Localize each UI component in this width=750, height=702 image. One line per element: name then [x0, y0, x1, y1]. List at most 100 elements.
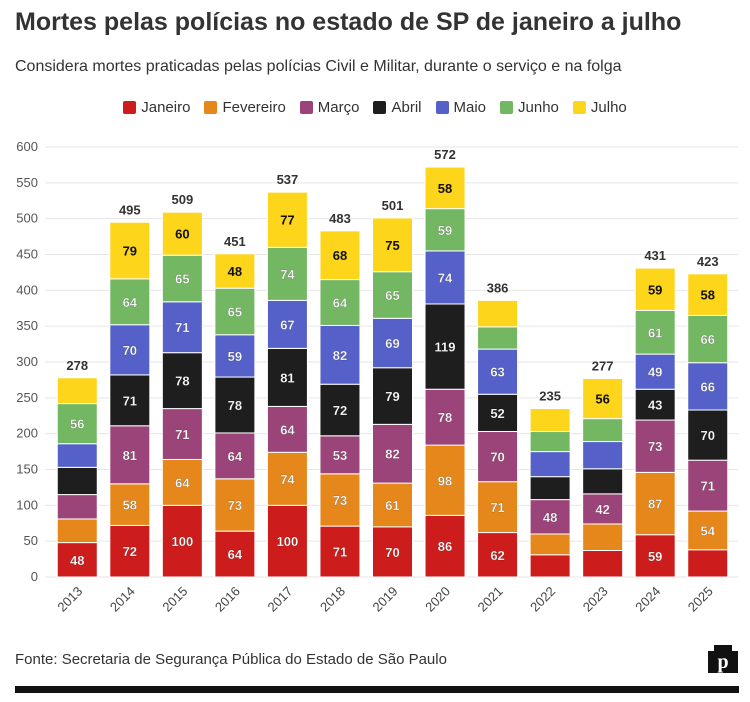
bar-segment	[319, 473, 361, 527]
segment-label: 73	[333, 493, 347, 508]
legend-swatch	[123, 101, 137, 114]
bar-segment	[109, 324, 151, 376]
legend-label: Junho	[518, 99, 559, 116]
y-tick-label: 150	[16, 462, 38, 477]
x-tick-label: 2016	[212, 584, 243, 615]
segment-label: 64	[123, 295, 138, 310]
bar-segment	[582, 468, 624, 495]
legend-item: Março	[299, 99, 360, 116]
bar-segment	[634, 534, 676, 578]
bar-segment	[319, 383, 361, 437]
chart-subtitle: Considera mortes praticadas pelas políci…	[15, 58, 622, 75]
y-tick-label: 250	[16, 390, 38, 405]
bar-segment	[214, 432, 256, 480]
segment-label: 73	[228, 498, 242, 513]
segment-label: 56	[70, 417, 84, 432]
segment-label: 82	[385, 447, 399, 462]
segment-label: 58	[438, 181, 452, 196]
bar-segment	[319, 230, 361, 281]
legend-item: Julho	[572, 99, 627, 116]
bar-segment	[161, 352, 203, 410]
total-label: 235	[539, 389, 561, 404]
bar-segment	[161, 254, 203, 303]
y-tick-label: 500	[16, 211, 38, 226]
total-label: 509	[171, 192, 193, 207]
segment-label: 60	[175, 227, 189, 242]
segment-label: 70	[490, 450, 504, 465]
x-tick-label: 2022	[527, 584, 558, 615]
bar-segment	[477, 431, 519, 483]
segment-label: 67	[280, 317, 294, 332]
legend-item: Fevereiro	[204, 99, 286, 116]
segment-label: 78	[438, 410, 452, 425]
bar-segment	[634, 388, 676, 421]
bar-segment	[372, 317, 413, 369]
bar-segment	[56, 443, 98, 468]
bar-segment	[687, 409, 729, 461]
x-tick-label: 2023	[580, 584, 611, 615]
legend-label: Abril	[391, 99, 422, 116]
bar-segment	[424, 388, 466, 446]
segment-label: 59	[648, 282, 662, 297]
x-tick-label: 2017	[264, 584, 295, 615]
segment-label: 48	[228, 264, 242, 279]
segment-label: 119	[435, 340, 456, 355]
bar-segment	[424, 166, 466, 210]
bar-segment	[582, 493, 624, 525]
segment-label: 74	[280, 267, 295, 282]
chart-title: Mortes pelas polícias no estado de SP de…	[15, 8, 682, 36]
bar-segment	[319, 525, 361, 578]
legend-item: Janeiro	[123, 99, 190, 116]
segment-label: 66	[700, 332, 714, 347]
legend-label: Março	[317, 99, 360, 116]
bar-segment	[161, 211, 203, 256]
bar-segment	[582, 441, 624, 470]
y-tick-label: 100	[16, 497, 38, 512]
bar-segment	[529, 408, 571, 433]
segment-label: 70	[700, 428, 714, 443]
bar-segment	[687, 273, 729, 316]
segment-label: 54	[700, 523, 715, 538]
segment-label: 64	[175, 475, 190, 490]
y-tick-label: 350	[16, 318, 38, 333]
x-tick-label: 2014	[107, 584, 138, 615]
segment-label: 65	[228, 304, 242, 319]
bar-segment	[266, 299, 308, 349]
segment-label: 64	[228, 547, 243, 562]
publisher-logo: p	[708, 645, 738, 673]
y-tick-label: 50	[24, 533, 38, 548]
bar-segment	[477, 299, 519, 328]
segment-label: 77	[280, 213, 294, 228]
bar-segment	[109, 483, 151, 526]
bar-segment	[214, 376, 256, 434]
bar-segment	[582, 418, 624, 443]
bar-segment	[214, 253, 256, 289]
x-tick-label: 2020	[422, 584, 453, 615]
y-tick-label: 450	[16, 247, 38, 262]
y-tick-label: 400	[16, 282, 38, 297]
segment-label: 65	[175, 272, 189, 287]
bar-segment	[109, 425, 151, 485]
source-note: Fonte: Secretaria de Segurança Pública d…	[15, 651, 447, 668]
bar-segment	[161, 458, 203, 506]
y-tick-label: 550	[16, 175, 38, 190]
bar-segment	[56, 494, 98, 520]
segment-label: 71	[175, 320, 189, 335]
bar-segment	[424, 303, 466, 390]
bar-segment	[582, 523, 624, 551]
x-tick-label: 2015	[159, 584, 190, 615]
x-tick-label: 2024	[632, 584, 663, 615]
segment-label: 79	[123, 244, 137, 259]
total-label: 572	[434, 147, 456, 162]
bar-segment	[687, 362, 729, 411]
bar-segment	[687, 510, 729, 551]
segment-label: 87	[648, 497, 662, 512]
bar-segment	[161, 408, 203, 460]
segment-label: 61	[648, 325, 662, 340]
segment-label: 59	[438, 223, 452, 238]
segment-label: 48	[543, 510, 557, 525]
bar-segment	[109, 374, 151, 427]
segment-label: 74	[280, 472, 295, 487]
y-tick-label: 0	[31, 569, 38, 584]
bar-segment	[634, 353, 676, 390]
